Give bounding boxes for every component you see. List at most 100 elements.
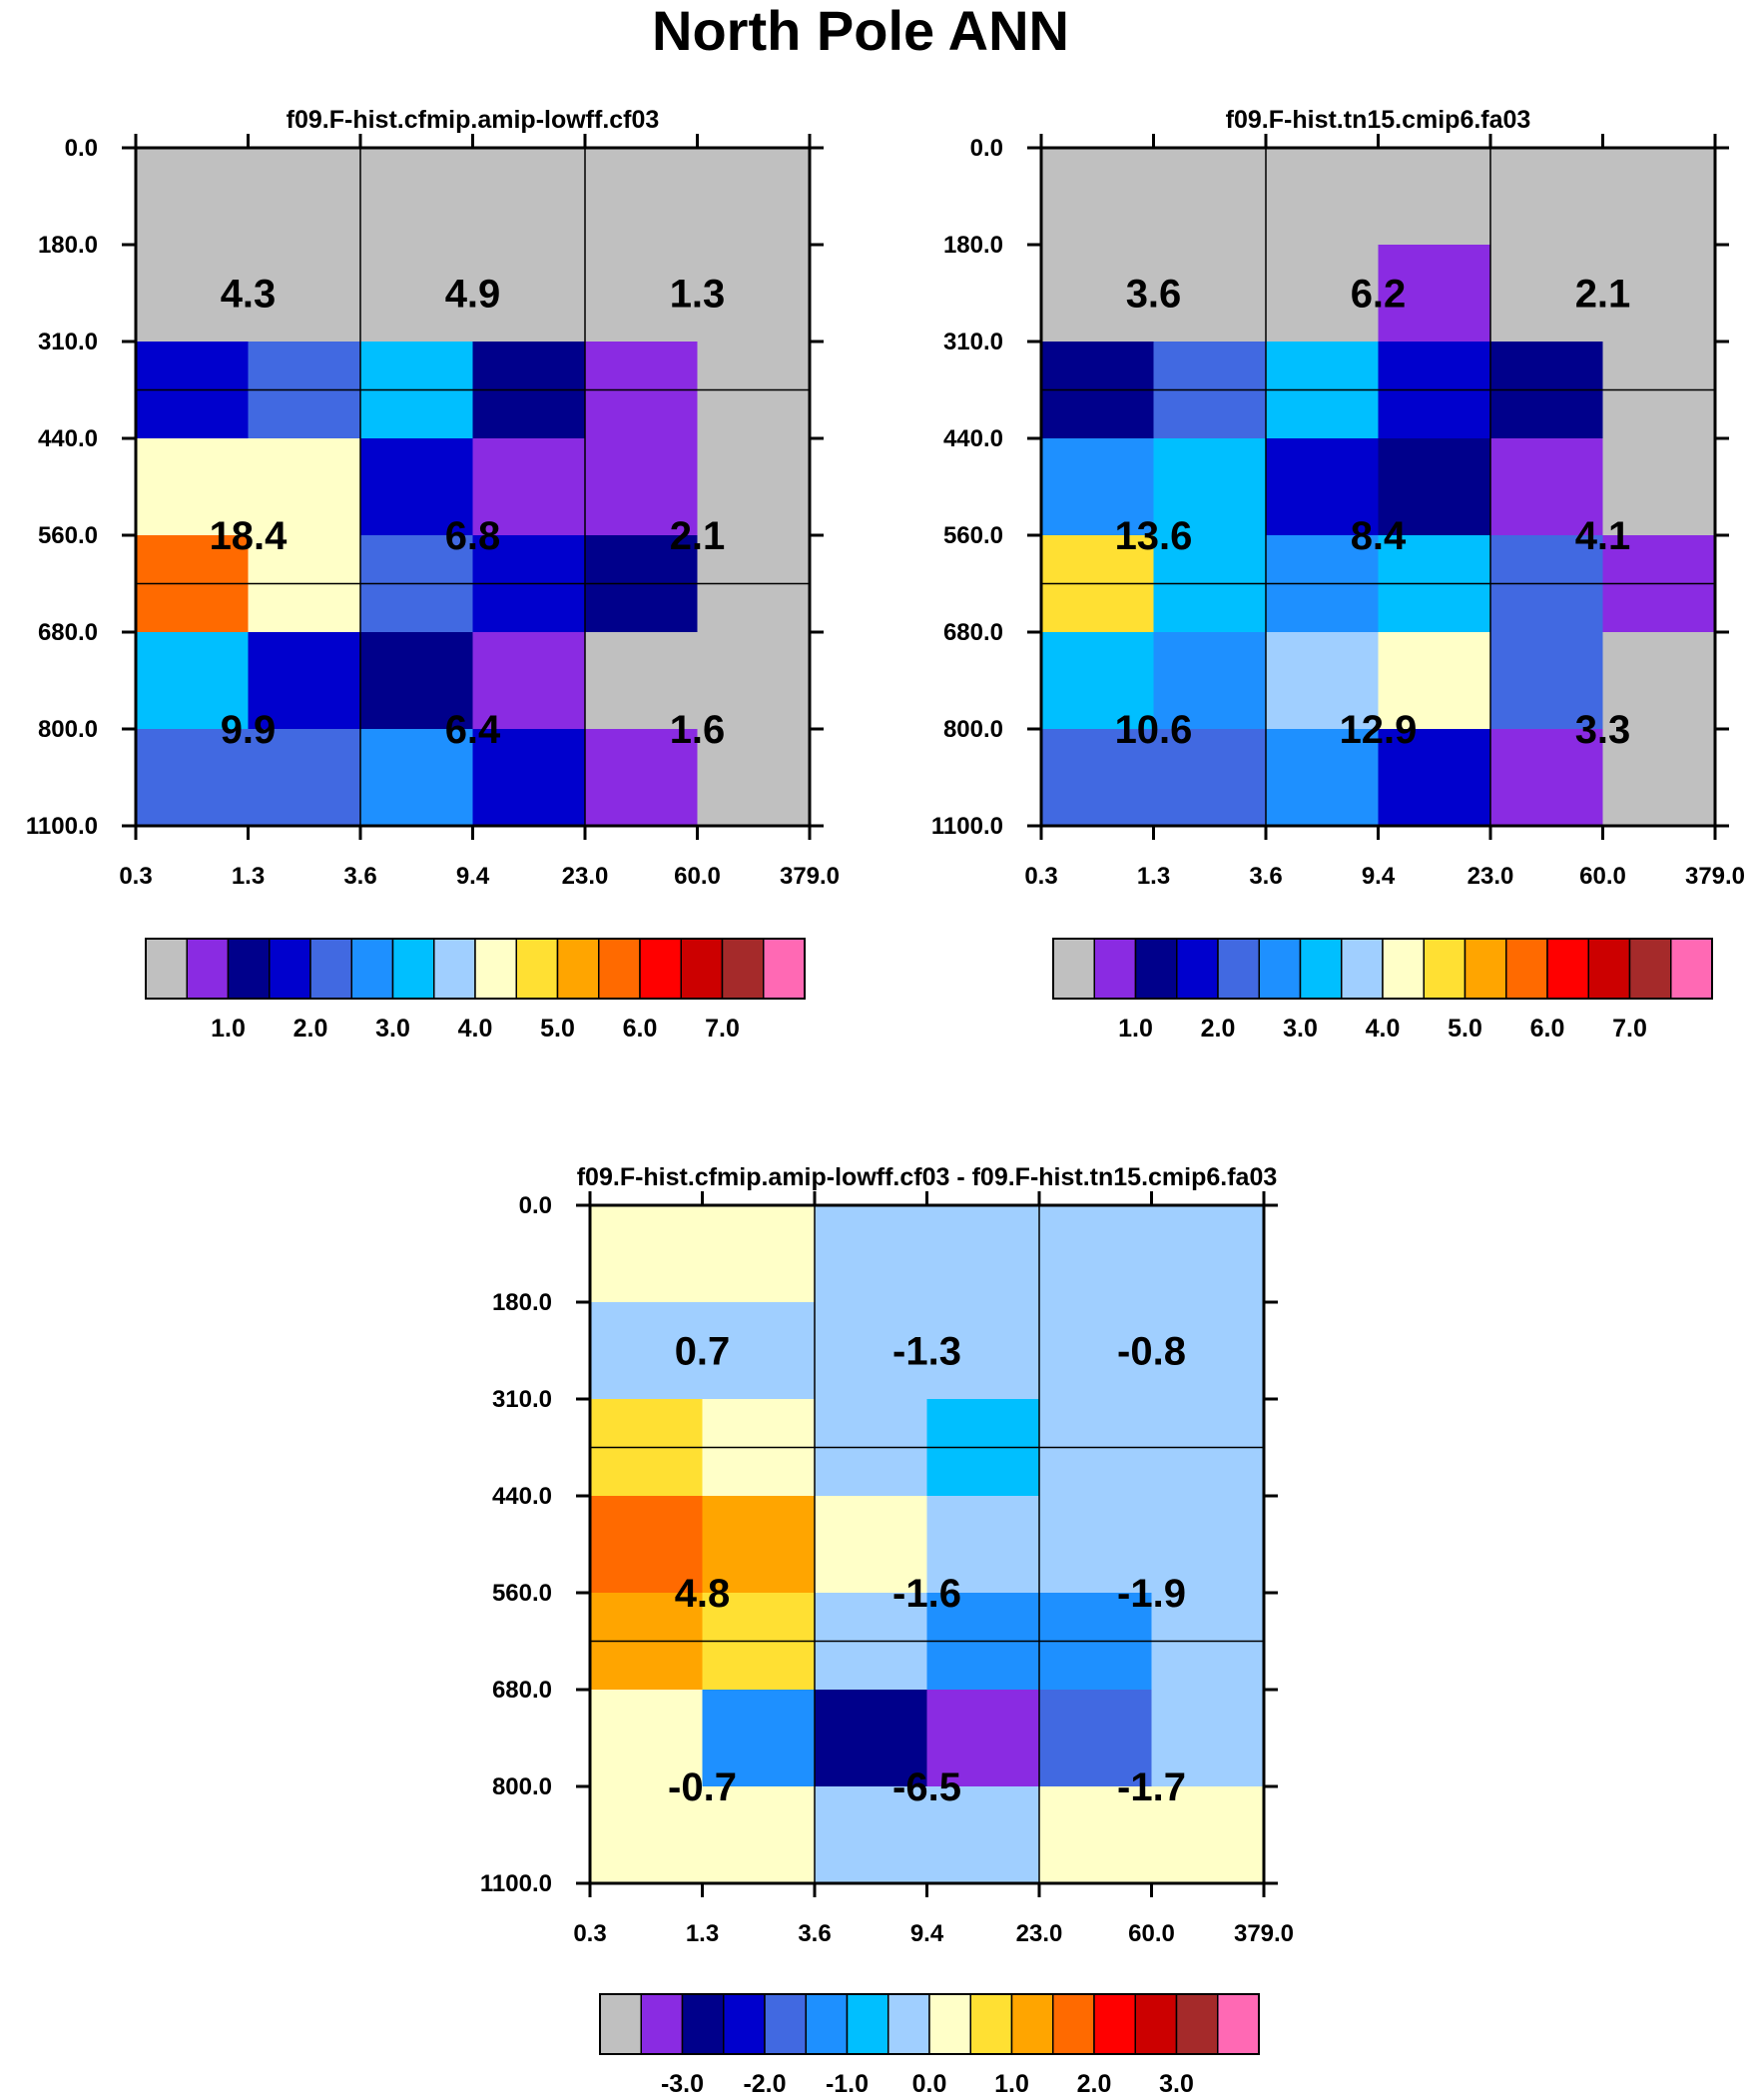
- cell-value-label: -1.7: [1117, 1765, 1186, 1809]
- colorbar-label: 4.0: [458, 1015, 493, 1043]
- heatmap-cell: [1151, 1302, 1265, 1400]
- heatmap-cell: [926, 1302, 1040, 1400]
- colorbar-swatch: [1134, 938, 1178, 1000]
- cell-value-label: -0.8: [1117, 1330, 1186, 1374]
- colorbar-label: 3.0: [375, 1015, 410, 1043]
- x-tick-label: 0.3: [1024, 863, 1057, 890]
- x-tick-label: 0.3: [119, 863, 152, 890]
- heatmap-cell: [136, 148, 250, 246]
- colorbar-swatch: [1093, 1993, 1136, 2055]
- cell-value-label: 6.8: [445, 514, 501, 558]
- x-tick-label: 9.4: [910, 1920, 944, 1947]
- heatmap-cell: [136, 245, 250, 343]
- heatmap-cell: [585, 148, 699, 246]
- heatmap-cell: [360, 632, 474, 730]
- heatmap-cell: [1151, 1205, 1265, 1303]
- colorbar-swatch: [1134, 1993, 1178, 2055]
- y-tick-label: 560.0: [492, 1580, 552, 1607]
- x-tick-label: 9.4: [1362, 863, 1396, 890]
- colorbar-swatch: [1423, 938, 1467, 1000]
- y-tick-label: 800.0: [943, 716, 1003, 743]
- cell-value-label: 4.1: [1575, 514, 1631, 558]
- heatmap-cell: [702, 1205, 816, 1303]
- heatmap-cell: [590, 1786, 704, 1884]
- colorbar-swatch: [763, 938, 806, 1000]
- colorbar-swatch: [640, 1993, 684, 2055]
- cell-value-label: 0.7: [675, 1330, 731, 1374]
- heatmap-cell: [585, 438, 699, 536]
- panel-title: f09.F-hist.cfmip.amip-lowff.cf03: [287, 106, 660, 134]
- heatmap-cell: [248, 438, 361, 536]
- heatmap-cell: [136, 438, 250, 536]
- heatmap-cell: [248, 729, 361, 827]
- heatmap-cell: [1602, 729, 1716, 827]
- heatmap-cell: [136, 632, 250, 730]
- heatmap-cell: [360, 438, 474, 536]
- cell-value-label: 3.3: [1575, 708, 1631, 752]
- heatmap-cell: [1490, 729, 1604, 827]
- colorbar-label: 7.0: [1612, 1015, 1647, 1043]
- cell-value-label: 9.9: [221, 708, 277, 752]
- y-tick-label: 1100.0: [480, 1870, 552, 1897]
- heatmap-cell: [472, 729, 586, 827]
- heatmap-cell: [1602, 632, 1716, 730]
- x-tick-label: 3.6: [343, 863, 376, 890]
- heatmap-cell: [815, 1496, 928, 1594]
- heatmap-cell: [1266, 438, 1380, 536]
- y-tick-label: 680.0: [38, 619, 98, 646]
- heatmap-cell: [1490, 632, 1604, 730]
- colorbar-label: -2.0: [743, 2070, 786, 2098]
- heatmap-cell: [1602, 438, 1716, 536]
- colorbar-swatch: [145, 938, 188, 1000]
- x-tick-label: 60.0: [674, 863, 721, 890]
- y-tick-label: 180.0: [38, 232, 98, 259]
- colorbar-swatch: [639, 938, 682, 1000]
- colorbar-label: 1.0: [211, 1015, 246, 1043]
- heatmap-cell: [248, 245, 361, 343]
- heatmap-cell: [1041, 245, 1155, 343]
- colorbar-label: 3.0: [1159, 2070, 1194, 2098]
- colorbar-swatch: [433, 938, 476, 1000]
- heatmap-cell: [926, 1205, 1040, 1303]
- colorbar-swatch: [1052, 938, 1095, 1000]
- y-tick-label: 310.0: [943, 329, 1003, 355]
- x-tick-label: 1.3: [232, 863, 265, 890]
- colorbar-swatch: [1628, 938, 1672, 1000]
- x-tick-label: 23.0: [1467, 863, 1514, 890]
- y-tick-label: 680.0: [492, 1677, 552, 1704]
- heatmap-cell: [697, 729, 811, 827]
- colorbar-swatch: [928, 1993, 971, 2055]
- heatmap-cell: [1266, 729, 1380, 827]
- cell-value-label: -1.9: [1117, 1572, 1186, 1616]
- colorbar-swatch: [680, 938, 724, 1000]
- heatmap-cell: [472, 148, 586, 246]
- heatmap-cell: [702, 1786, 816, 1884]
- heatmap-cell: [702, 1690, 816, 1787]
- heatmap-cell: [1039, 1496, 1153, 1594]
- colorbar-swatch: [1299, 938, 1343, 1000]
- cell-value-label: 1.3: [670, 273, 726, 317]
- colorbar-swatch: [1175, 1993, 1219, 2055]
- colorbar-swatch: [599, 1993, 642, 2055]
- cell-value-label: 1.6: [670, 708, 726, 752]
- colorbar-swatch: [721, 938, 765, 1000]
- y-tick-label: 680.0: [943, 619, 1003, 646]
- colorbar-swatch: [1464, 938, 1507, 1000]
- heatmap-cell: [1151, 1786, 1265, 1884]
- heatmap-cell: [1266, 148, 1380, 246]
- panel-1: f09.F-hist.cfmip.amip-lowff.cf03 0.0 180.0…: [26, 106, 840, 1043]
- colorbar-label: 5.0: [1448, 1015, 1482, 1043]
- colorbar-swatch: [474, 938, 517, 1000]
- cell-value-label: 3.6: [1126, 273, 1182, 317]
- colorbar-swatch: [1217, 938, 1260, 1000]
- heatmap-cell: [1153, 148, 1267, 246]
- cell-value-label: 12.9: [1340, 708, 1418, 752]
- panel-title: f09.F-hist.tn15.cmip6.fa03: [1226, 106, 1531, 134]
- colorbar-swatch: [598, 938, 641, 1000]
- heatmap-cell: [926, 1786, 1040, 1884]
- colorbar-label: 7.0: [705, 1015, 740, 1043]
- colorbar-label: 2.0: [293, 1015, 328, 1043]
- heatmap-cell: [697, 438, 811, 536]
- colorbar-swatch: [1010, 1993, 1054, 2055]
